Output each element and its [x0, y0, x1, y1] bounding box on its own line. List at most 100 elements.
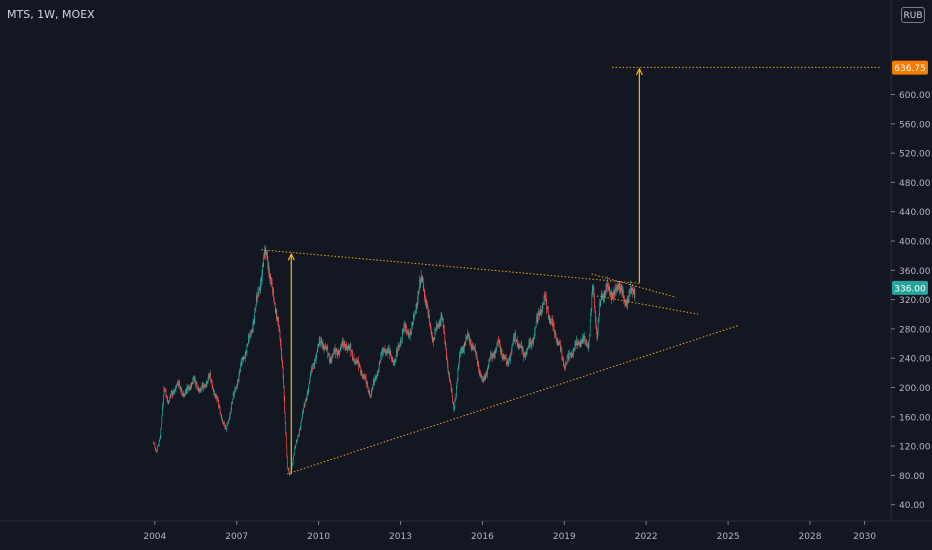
candle-body — [369, 394, 371, 396]
candle-body — [239, 369, 241, 372]
candle-body — [251, 329, 253, 332]
candle-body — [540, 309, 541, 315]
candle-body — [211, 381, 213, 383]
candle-body — [235, 388, 237, 391]
candle-body — [415, 309, 417, 314]
candle-body — [242, 358, 244, 361]
candle-body — [558, 341, 560, 346]
candle-body — [185, 390, 187, 393]
candle-body — [577, 342, 578, 345]
candle-body — [233, 392, 235, 395]
candle-body — [346, 346, 348, 350]
candle-body — [499, 340, 500, 344]
candle-body — [399, 344, 401, 346]
candle-body — [532, 342, 534, 344]
target-price-label-bg — [892, 60, 928, 75]
candle-body — [190, 384, 192, 388]
candle-body — [497, 344, 498, 346]
candle-body — [256, 297, 258, 299]
candle-body — [207, 378, 209, 383]
candle-body — [248, 336, 249, 345]
candle-body — [424, 289, 425, 295]
candle-body — [479, 370, 480, 373]
candle-body — [354, 361, 355, 363]
candle-body — [193, 378, 194, 379]
candle-body — [428, 313, 430, 317]
candle-body — [367, 382, 368, 388]
candle-body — [376, 375, 378, 377]
candle-body — [334, 348, 336, 351]
candle-body — [289, 474, 291, 475]
candle-body — [399, 344, 400, 347]
candle-body — [631, 288, 633, 291]
candle-body — [581, 339, 582, 342]
candle-body — [165, 389, 166, 391]
candle-body — [415, 311, 416, 314]
candle-body — [183, 394, 184, 396]
candle-body — [544, 296, 546, 300]
candle-body — [525, 353, 527, 354]
candle-body — [524, 354, 526, 358]
candle-body — [611, 293, 613, 295]
candle-body — [332, 356, 333, 358]
candle-body — [200, 387, 201, 391]
candle-body — [231, 402, 233, 404]
candle-body — [565, 363, 566, 369]
candle-body — [575, 344, 577, 346]
candle-body — [311, 368, 313, 369]
candle-body — [478, 362, 479, 368]
candle-body — [393, 361, 394, 363]
candle-body — [363, 375, 365, 378]
x-axis[interactable]: 2004 2007 2010 2013 2016 2019 2022 2025 2028 2030 — [143, 521, 876, 542]
currency-button[interactable]: RUB — [901, 7, 925, 23]
candle-body — [512, 345, 513, 346]
y-axis[interactable]: 40.00 80.00 120.00 160.00 200.00 240.00 280.00… — [891, 91, 931, 511]
candle-body — [230, 412, 231, 414]
candle-body — [619, 283, 620, 289]
candle-body — [625, 303, 626, 305]
candle-body — [170, 391, 172, 397]
candle-body — [195, 382, 197, 385]
candle-body — [536, 317, 537, 322]
candle-body — [188, 386, 189, 389]
candle-body — [501, 349, 502, 354]
candle-body — [218, 405, 220, 407]
candle-body — [310, 373, 311, 378]
candle-body — [357, 359, 359, 363]
candle-body — [542, 303, 544, 306]
candle-body — [385, 350, 386, 353]
candle-body — [364, 375, 365, 379]
candle-body — [608, 287, 609, 288]
candle-body — [571, 353, 573, 357]
candle-body — [280, 338, 281, 344]
candle-body — [189, 386, 191, 389]
candle-body — [438, 323, 439, 328]
candle-body — [578, 344, 580, 346]
candle-body — [222, 422, 224, 425]
candle-body — [463, 343, 465, 350]
candle-body — [295, 441, 297, 445]
candle-body — [391, 357, 393, 359]
candle-body — [616, 286, 618, 289]
candle-body — [385, 350, 387, 354]
candle-body — [498, 340, 499, 342]
candle-body — [275, 311, 277, 314]
candle-body — [538, 311, 540, 317]
candle-body — [384, 349, 386, 353]
channel-upper — [591, 273, 677, 298]
candle-body — [443, 326, 445, 331]
candle-body — [590, 308, 592, 313]
candle-body — [628, 290, 630, 298]
candle-body — [192, 378, 194, 384]
candle-body — [386, 348, 388, 354]
candle-body — [390, 355, 392, 359]
candle-body — [459, 353, 461, 356]
candle-body — [153, 442, 154, 444]
candle-body — [582, 339, 583, 344]
candle-body — [472, 346, 474, 350]
candle-body — [366, 382, 368, 385]
candle-body — [449, 374, 450, 382]
candle-body — [404, 324, 406, 330]
candle-body — [533, 337, 535, 338]
